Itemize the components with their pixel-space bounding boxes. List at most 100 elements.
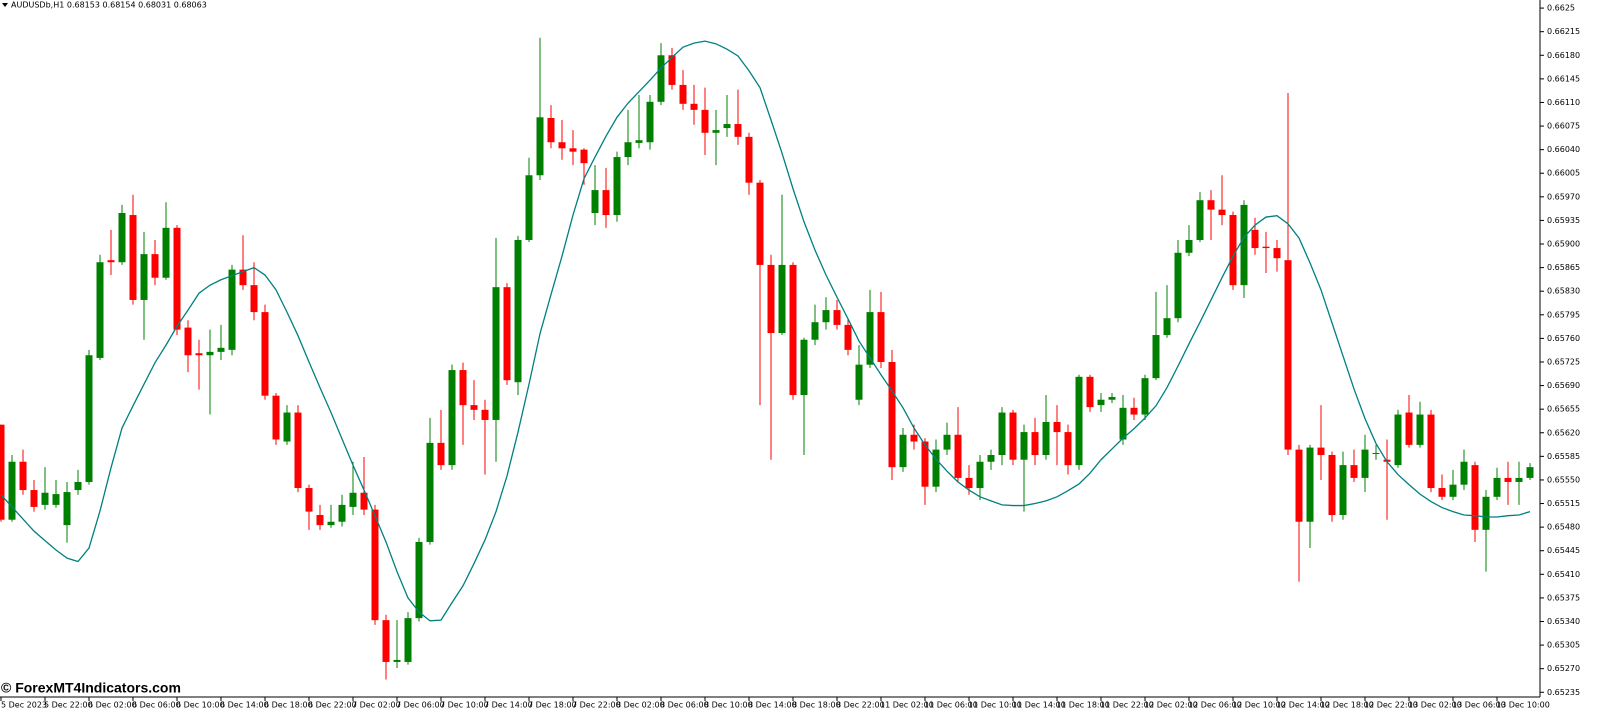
candle-body bbox=[525, 175, 533, 240]
y-tick-label: 0.65760 bbox=[1547, 334, 1580, 343]
candle-body bbox=[998, 412, 1006, 456]
candle-body bbox=[1064, 432, 1072, 466]
y-tick-label: 0.65235 bbox=[1547, 688, 1580, 697]
x-tick-label: 7 Dec 02:00 bbox=[352, 701, 401, 710]
candle-body bbox=[371, 509, 379, 621]
y-tick-label: 0.65935 bbox=[1547, 216, 1580, 225]
candle-body bbox=[1185, 239, 1193, 253]
candle-body bbox=[701, 109, 709, 133]
candle-body bbox=[1361, 449, 1369, 478]
candle-body bbox=[316, 514, 324, 526]
candle-body bbox=[327, 521, 335, 526]
candle-body bbox=[965, 477, 973, 489]
candle-body bbox=[1306, 447, 1314, 522]
x-tick-label: 11 Dec 18:00 bbox=[1056, 701, 1110, 710]
x-tick-label: 13 Dec 10:00 bbox=[1496, 701, 1550, 710]
y-tick-label: 0.66075 bbox=[1547, 122, 1580, 131]
candle-body bbox=[778, 264, 786, 333]
candle-body bbox=[1108, 397, 1116, 400]
candle-body bbox=[811, 322, 819, 340]
candle-body bbox=[1229, 215, 1237, 286]
candle-body bbox=[1350, 465, 1358, 478]
candle-body bbox=[283, 412, 291, 442]
candle-body bbox=[1317, 447, 1325, 456]
candle-body bbox=[899, 434, 907, 468]
candle-body bbox=[767, 264, 775, 333]
y-tick-label: 0.66145 bbox=[1547, 74, 1580, 83]
candle-body bbox=[63, 492, 71, 526]
y-tick-label: 0.65480 bbox=[1547, 523, 1580, 532]
candle-body bbox=[624, 142, 632, 158]
candle-body bbox=[0, 424, 5, 520]
candle-body bbox=[140, 254, 148, 300]
x-tick-label: 7 Dec 14:00 bbox=[484, 701, 533, 710]
y-tick-label: 0.65375 bbox=[1547, 593, 1580, 602]
x-tick-label: 11 Dec 02:00 bbox=[880, 701, 934, 710]
x-tick-label: 7 Dec 22:00 bbox=[572, 701, 621, 710]
candle-body bbox=[910, 434, 918, 442]
candle-body bbox=[635, 140, 643, 143]
x-tick-label: 6 Dec 10:00 bbox=[176, 701, 225, 710]
candle-body bbox=[162, 227, 170, 278]
candle-body bbox=[1328, 455, 1336, 515]
candle-body bbox=[547, 117, 555, 143]
moving-average-line bbox=[0, 40, 1531, 622]
y-tick-label: 0.66005 bbox=[1547, 169, 1580, 178]
candle-body bbox=[1262, 246, 1270, 249]
candle-body bbox=[228, 269, 236, 350]
candle-body bbox=[1240, 204, 1248, 286]
candle-body bbox=[195, 353, 203, 356]
candle-body bbox=[1207, 200, 1215, 210]
candle-body bbox=[1372, 452, 1380, 454]
candle-body bbox=[1130, 407, 1138, 415]
candle-body bbox=[1075, 376, 1083, 466]
x-tick-label: 5 Dec 2023 bbox=[1, 701, 47, 710]
candle-body bbox=[1460, 461, 1468, 485]
candle-body bbox=[1273, 248, 1281, 259]
candle-body bbox=[239, 269, 247, 286]
candle-body bbox=[514, 239, 522, 383]
x-tick-label: 12 Dec 22:00 bbox=[1364, 701, 1418, 710]
candle-body bbox=[569, 148, 577, 152]
y-tick-label: 0.66180 bbox=[1547, 51, 1580, 60]
y-tick-label: 0.65340 bbox=[1547, 617, 1580, 626]
y-tick-label: 0.65830 bbox=[1547, 287, 1580, 296]
candle-body bbox=[976, 461, 984, 489]
y-tick-label: 0.65445 bbox=[1547, 546, 1580, 555]
candle-body bbox=[261, 312, 269, 396]
candle-body bbox=[712, 130, 720, 133]
x-tick-label: 13 Dec 06:00 bbox=[1452, 701, 1506, 710]
candle-body bbox=[206, 351, 214, 356]
candle-body bbox=[470, 405, 478, 410]
x-tick-label: 12 Dec 14:00 bbox=[1276, 701, 1330, 710]
candle-body bbox=[646, 101, 654, 143]
x-tick-label: 8 Dec 10:00 bbox=[704, 701, 753, 710]
x-tick-label: 8 Dec 22:00 bbox=[836, 701, 885, 710]
candle-body bbox=[129, 215, 137, 300]
candle-body bbox=[877, 312, 885, 362]
candle-body bbox=[1427, 414, 1435, 489]
candle-body bbox=[349, 492, 357, 507]
candle-body bbox=[294, 412, 302, 489]
candle-body bbox=[184, 327, 192, 356]
candle-body bbox=[459, 370, 467, 406]
x-tick-label: 7 Dec 06:00 bbox=[396, 701, 445, 710]
candle-body bbox=[1218, 209, 1226, 216]
candle-body bbox=[1394, 414, 1402, 466]
watermark: © ForexMT4Indicators.com bbox=[1, 680, 181, 696]
x-tick-label: 7 Dec 18:00 bbox=[528, 701, 577, 710]
candle-body bbox=[943, 434, 951, 450]
candle-body bbox=[173, 227, 181, 330]
candle-body bbox=[1251, 229, 1259, 249]
candle-body bbox=[217, 347, 225, 352]
x-tick-label: 6 Dec 14:00 bbox=[220, 701, 269, 710]
candle-body bbox=[1086, 376, 1094, 408]
candle-body bbox=[272, 395, 280, 440]
candle-body bbox=[602, 190, 610, 216]
candle-body bbox=[1295, 449, 1303, 522]
candle-body bbox=[1438, 488, 1446, 497]
candle-body bbox=[1449, 484, 1457, 497]
candle-body bbox=[591, 190, 599, 214]
